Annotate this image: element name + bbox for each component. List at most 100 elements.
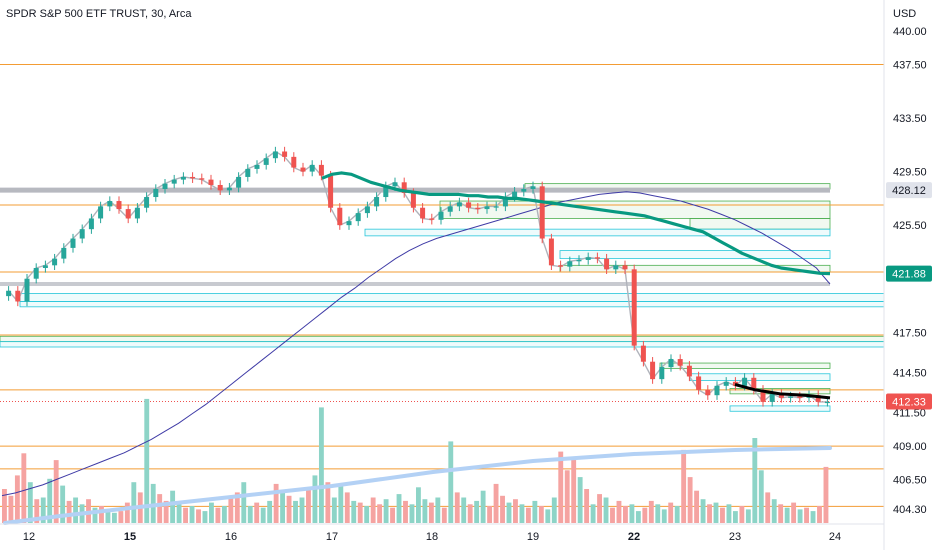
- sma-line: [1, 191, 831, 497]
- price-badge: [886, 182, 932, 199]
- candle-body: [585, 257, 591, 260]
- volume-bar: [403, 500, 408, 523]
- candle-body: [162, 183, 168, 189]
- candle-body: [318, 164, 324, 176]
- candle-body: [410, 193, 416, 208]
- volume-bar: [189, 506, 195, 523]
- candle-body: [686, 365, 692, 377]
- y-tick-label: 406.50: [893, 475, 927, 487]
- ema-path: [321, 171, 831, 276]
- candle-body: [484, 206, 490, 210]
- candle-body: [815, 395, 821, 402]
- candle-body: [52, 258, 58, 266]
- volume-bar: [357, 502, 363, 523]
- volume-bar: [532, 500, 538, 523]
- volume-bar: [720, 507, 725, 523]
- zone-box: [364, 228, 831, 237]
- zone-box: [0, 335, 885, 343]
- ema-line: [321, 171, 831, 276]
- horizontal-levels: [0, 63, 884, 507]
- price-badge-label: 421.88: [892, 269, 926, 281]
- candle-body: [153, 188, 159, 198]
- volume-bar: [422, 499, 428, 523]
- candle-body: [116, 201, 122, 210]
- volume-bar: [312, 475, 318, 523]
- volume-bar: [797, 509, 803, 523]
- volume-bar: [629, 504, 635, 523]
- candle-body: [705, 389, 711, 396]
- volume-bar: [454, 492, 460, 523]
- short-ema-line: [734, 383, 831, 400]
- x-tick-label: 19: [527, 531, 539, 543]
- candle-body: [493, 206, 499, 208]
- x-tick-label: 24: [829, 531, 841, 543]
- candle-body: [742, 377, 748, 386]
- candle-body: [300, 167, 306, 172]
- candle-body: [374, 197, 380, 207]
- volume-bar: [364, 506, 370, 523]
- candle-body: [6, 290, 12, 297]
- candle-body: [107, 201, 113, 207]
- candle-body: [208, 179, 214, 185]
- candle-body: [567, 261, 573, 267]
- volume-bar: [338, 485, 344, 523]
- x-tick-label: 16: [225, 531, 237, 543]
- volume-bar: [318, 407, 324, 523]
- volume-bar: [234, 492, 240, 523]
- volume-bar: [247, 506, 253, 523]
- candle-body: [456, 202, 462, 207]
- volume-bar: [732, 511, 738, 523]
- volume-bar: [196, 509, 201, 523]
- volume-bar: [739, 506, 745, 523]
- volume-bar: [603, 497, 609, 523]
- candle-body: [226, 187, 232, 191]
- volume-bar: [623, 506, 628, 523]
- candle-body: [530, 186, 536, 189]
- volume-bar: [610, 507, 615, 523]
- candle-body: [42, 265, 48, 268]
- candle-body: [558, 265, 564, 267]
- candle-body: [539, 186, 545, 239]
- candle-body: [613, 265, 619, 270]
- volume-bar: [513, 499, 518, 523]
- volume-bar: [765, 492, 771, 523]
- zone-box: [19, 293, 885, 302]
- candle-body: [714, 385, 720, 396]
- volume-bar: [681, 449, 687, 523]
- volume-bar: [674, 506, 680, 523]
- volume-bar: [435, 497, 441, 523]
- chart-title: SPDR S&P 500 ETF TRUST, 30, Arca: [6, 8, 192, 20]
- volume-bar: [131, 482, 137, 523]
- volume-bar: [461, 497, 467, 523]
- y-tick-label: 414.50: [893, 367, 927, 379]
- price-badges: 428.12 421.88 412.33: [886, 182, 932, 410]
- volume-bar: [92, 507, 98, 523]
- volume-bar: [778, 504, 784, 523]
- candle-body: [24, 278, 30, 302]
- volume-bar: [286, 495, 292, 523]
- volume-bar: [519, 504, 525, 523]
- volume-bar: [344, 492, 350, 523]
- candle-body: [521, 188, 527, 192]
- y-tick-label: 417.50: [893, 327, 927, 339]
- volume-bar: [577, 477, 583, 523]
- candle-body: [631, 269, 637, 346]
- volume-bar: [8, 495, 14, 523]
- volume-bar: [293, 500, 298, 523]
- y-tick-label: 411.50: [893, 408, 926, 420]
- volume-bar: [441, 507, 447, 523]
- volume-bar: [409, 504, 415, 523]
- candle-body: [144, 197, 150, 208]
- volume-bar: [487, 506, 493, 523]
- volume-bar: [370, 497, 376, 523]
- candle-body: [447, 206, 453, 212]
- volume-bar: [551, 497, 557, 523]
- y-tick-label: 440.00: [893, 26, 927, 38]
- volume-bar: [823, 466, 829, 523]
- volume-bar: [416, 487, 421, 523]
- candle-body: [797, 396, 803, 398]
- candle-body: [328, 175, 334, 208]
- x-axis-ticks: 12 15 16 17 18 19 22 23 24: [23, 531, 841, 543]
- volume-bar: [616, 500, 622, 523]
